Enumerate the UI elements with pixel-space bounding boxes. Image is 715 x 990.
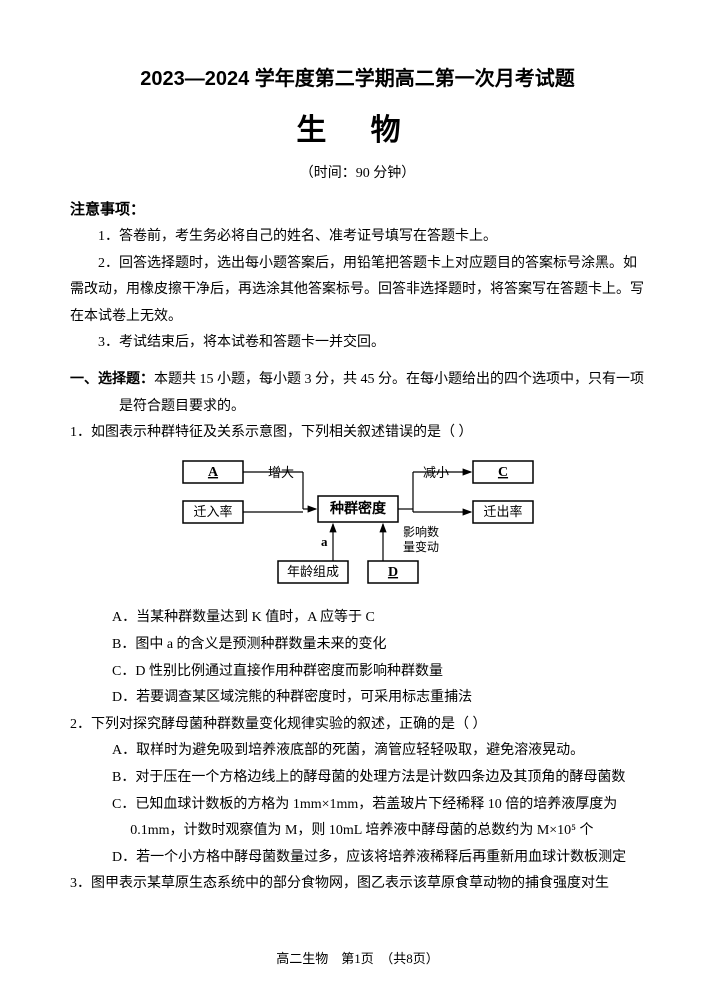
svg-text:A: A	[207, 465, 218, 480]
svg-text:D: D	[387, 565, 397, 580]
q2-optD: D．若一个小方格中酵母菌数量过多，应该将培养液稀释后再重新用血球计数板测定	[70, 845, 645, 872]
q1-optC: C．D 性别比例通过直接作用种群密度而影响种群数量	[70, 659, 645, 686]
exam-subject: 生 物	[70, 102, 645, 159]
q1-stem: 1．如图表示种群特征及关系示意图，下列相关叙述错误的是（ ）	[70, 420, 645, 447]
q1-optB: B．图中 a 的含义是预测种群数量未来的变化	[70, 632, 645, 659]
q2-optC-line2: 0.1mm，计数时观察值为 M，则 10mL 培养液中酵母菌的总数约为 M×10…	[70, 818, 645, 845]
q2-optB: B．对于压在一个方格边线上的酵母菌的处理方法是计数四条边及其顶角的酵母菌数	[70, 765, 645, 792]
svg-text:影响数: 影响数	[403, 524, 439, 539]
exam-time: （时间：90 分钟）	[70, 161, 645, 188]
svg-text:C: C	[497, 465, 507, 480]
q1-diagram: A C 迁入率 迁出率 种群密度 增大 减小	[168, 451, 548, 602]
notice-p2: 2．回答选择题时，选出每小题答案后，用铅笔把答题卡上对应题目的答案标号涂黑。如需…	[70, 251, 645, 331]
q2-optA: A．取样时为避免吸到培养液底部的死菌，滴管应轻轻吸取，避免溶液晃动。	[70, 738, 645, 765]
page-footer: 高二生物 第1页 （共8页）	[0, 947, 715, 972]
svg-text:迁出率: 迁出率	[483, 504, 522, 519]
q1-optA: A．当某种群数量达到 K 值时，A 应等于 C	[70, 605, 645, 632]
notice-p1: 1．答卷前，考生务必将自己的姓名、准考证号填写在答题卡上。	[70, 224, 645, 251]
q3-stem: 3．图甲表示某草原生态系统中的部分食物网，图乙表示该草原食草动物的捕食强度对生	[70, 871, 645, 898]
section1-title: 一、选择题：本题共 15 小题，每小题 3 分，共 45 分。在每小题给出的四个…	[70, 365, 645, 420]
diagram-svg: A C 迁入率 迁出率 种群密度 增大 减小	[168, 451, 548, 591]
svg-text:种群密度: 种群密度	[329, 500, 387, 517]
q1-optD: D．若要调查某区域浣熊的种群密度时，可采用标志重捕法	[70, 685, 645, 712]
svg-text:量变动: 量变动	[403, 539, 439, 554]
svg-text:年龄组成: 年龄组成	[286, 564, 338, 579]
q2-optC-line1: C．已知血球计数板的方格为 1mm×1mm，若盖玻片下经稀释 10 倍的培养液厚…	[70, 792, 645, 819]
notice-heading: 注意事项：	[70, 196, 645, 225]
svg-text:迁入率: 迁入率	[193, 504, 232, 519]
exam-page: 2023—2024 学年度第二学期高二第一次月考试题 生 物 （时间：90 分钟…	[0, 0, 715, 990]
exam-title: 2023—2024 学年度第二学期高二第一次月考试题	[70, 60, 645, 98]
section1-lead: 一、选择题：	[70, 370, 154, 386]
section1-rest: 本题共 15 小题，每小题 3 分，共 45 分。在每小题给出的四个选项中，只有…	[119, 372, 644, 414]
spacer	[70, 357, 645, 365]
svg-text:a: a	[321, 534, 328, 549]
q2-stem: 2．下列对探究酵母菌种群数量变化规律实验的叙述，正确的是（ ）	[70, 712, 645, 739]
notice-p3: 3．考试结束后，将本试卷和答题卡一并交回。	[70, 330, 645, 357]
